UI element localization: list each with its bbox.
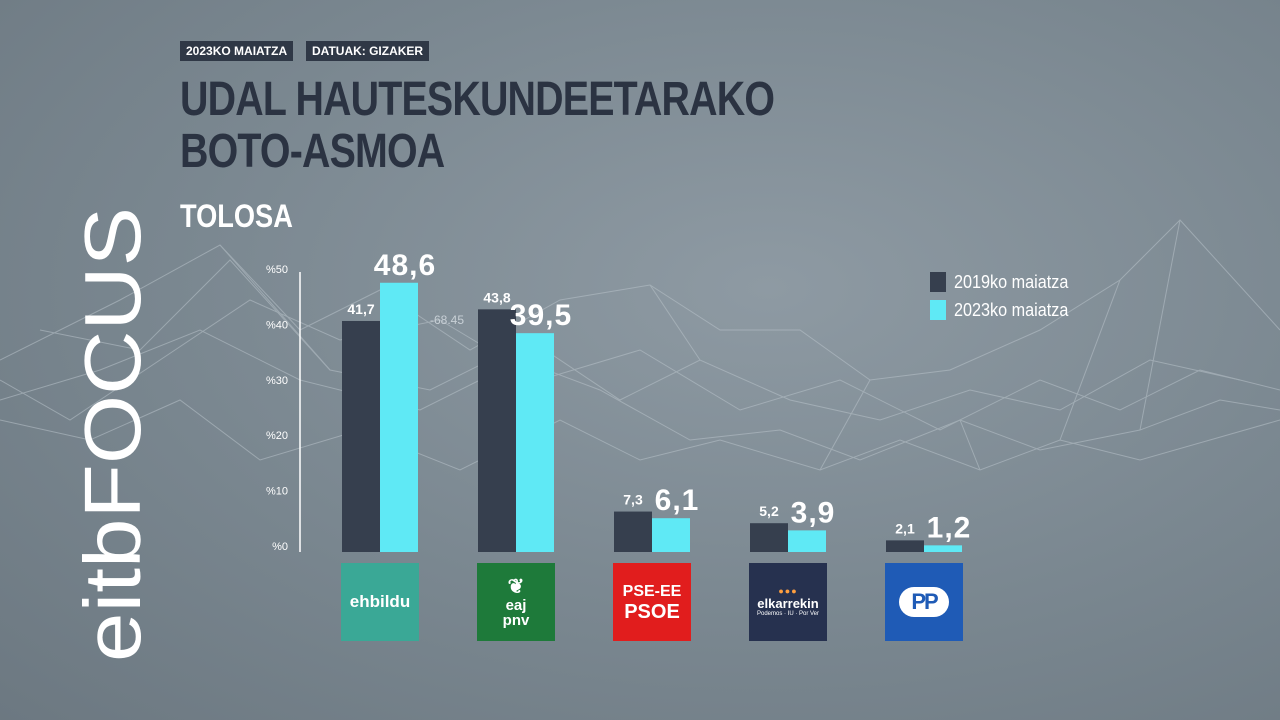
legend-swatch-2023: [930, 300, 946, 320]
y-tick-label: %40: [266, 319, 288, 331]
bar-label-2023: 1,2: [927, 511, 972, 544]
y-tick-label: %30: [266, 375, 288, 387]
elkarrekin-logo-sub: Podemos · IU · Por Ver: [756, 611, 820, 617]
brand-logo-text: eitbFOCUS: [68, 207, 157, 662]
pse-psoe-logo: PSE-EE PSOE: [613, 563, 691, 641]
bar-label-2019: 7,3: [623, 492, 643, 508]
location-subtitle: TOLOSA: [180, 198, 293, 234]
bar-2019: [614, 511, 652, 552]
legend-item-2023: 2023ko maiatza: [930, 296, 1081, 324]
ehbildu-logo: ehbildu: [341, 563, 419, 641]
source-tag: DATUAK: GIZAKER: [306, 41, 430, 61]
bar-label-2019: 41,7: [347, 301, 374, 317]
eitb-focus-logo: eitbFOCUS: [58, 200, 158, 670]
background-annotation: -68.45: [430, 313, 464, 327]
legend-label-2019: 2019ko maiatza: [954, 271, 1069, 292]
date-tag: 2023KO MAIATZA: [180, 41, 294, 61]
title-line-1: UDAL HAUTESKUNDEETARAKO: [180, 73, 775, 126]
bar-2019: [886, 540, 924, 552]
title-line-2: BOTO-ASMOA: [180, 125, 445, 178]
legend-item-2019: 2019ko maiatza: [930, 268, 1081, 296]
legend-swatch-2019: [930, 272, 946, 292]
eaj-logo-line1: eaj: [505, 597, 527, 614]
bar-label-2023: 3,9: [791, 496, 836, 529]
pse-logo-line2: PSOE: [624, 600, 680, 623]
bar-label-2023: 48,6: [374, 249, 436, 282]
elkarrekin-logo-text: elkarrekin: [757, 596, 819, 611]
legend-label-2023: 2023ko maiatza: [954, 299, 1069, 320]
legend: 2019ko maiatza 2023ko maiatza: [930, 268, 1081, 324]
eaj-logo-line2: pnv: [502, 612, 530, 629]
bar-label-2019: 5,2: [759, 503, 779, 519]
bar-label-2023: 39,5: [510, 299, 572, 332]
y-tick-label: %0: [272, 541, 288, 553]
pp-logo-text: PP: [899, 587, 949, 617]
bar-2023: [652, 518, 690, 552]
page-title: UDAL HAUTESKUNDEETARAKO BOTO-ASMOA: [180, 73, 775, 178]
bar-label-2019: 2,1: [895, 520, 915, 536]
bar-2023: [516, 333, 554, 552]
bar-2023: [380, 282, 418, 552]
elkarrekin-logo: ●●● elkarrekin Podemos · IU · Por Ver: [749, 563, 827, 641]
eaj-pnv-logo: ❦ eaj pnv: [477, 563, 555, 641]
bar-label-2019: 43,8: [483, 289, 510, 305]
bar-2019: [478, 309, 516, 552]
pse-logo-line1: PSE-EE: [622, 582, 682, 600]
bar-label-2023: 6,1: [655, 484, 700, 517]
bar-2019: [750, 523, 788, 552]
y-tick-label: %50: [266, 264, 288, 276]
elkarrekin-dots-icon: ●●●: [778, 586, 798, 596]
eaj-leaf-icon: ❦: [507, 576, 525, 598]
bar-2023: [788, 530, 826, 552]
ehbildu-logo-text: ehbildu: [349, 592, 411, 611]
pp-logo: PP: [885, 563, 963, 641]
y-tick-label: %20: [266, 430, 288, 442]
bar-2019: [342, 320, 380, 552]
bar-2023: [924, 545, 962, 552]
y-tick-label: %10: [266, 486, 288, 498]
